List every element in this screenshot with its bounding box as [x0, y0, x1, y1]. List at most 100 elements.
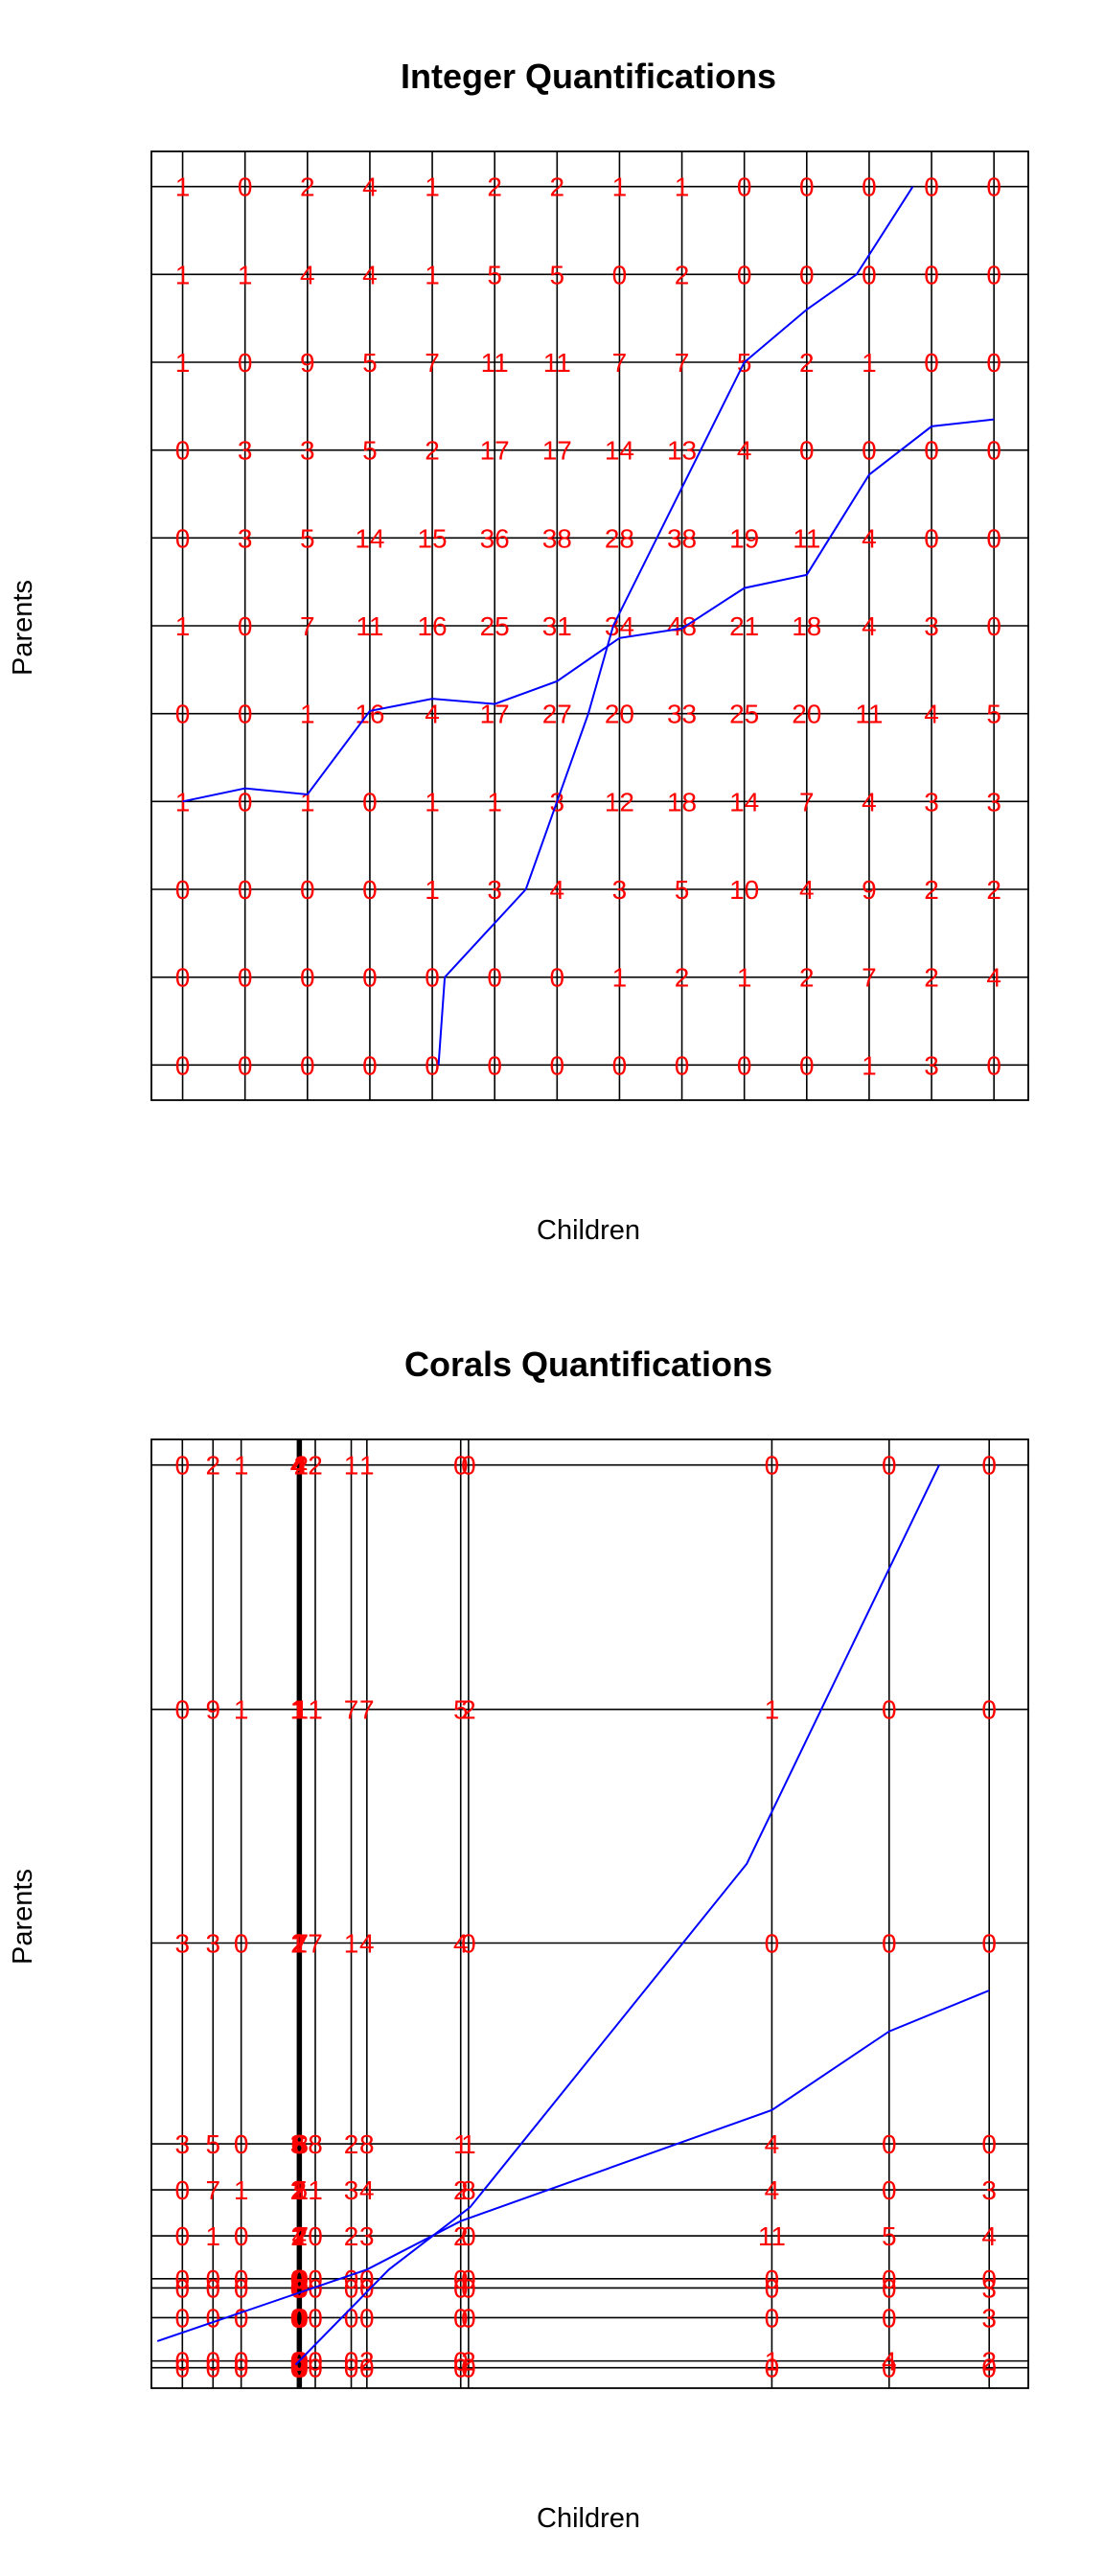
count-label: 3: [981, 2175, 997, 2205]
count-label: 0: [293, 2303, 309, 2333]
quantification-line-2: [437, 186, 914, 1066]
count-label: 4: [290, 1451, 306, 1481]
count-label: 11: [356, 611, 383, 641]
count-label: 16: [417, 611, 447, 641]
count-label: 0: [986, 1050, 1001, 1080]
panel-integer-quantifications: Integer Quantifications Parents Children…: [8, 57, 1029, 1246]
count-label: 0: [882, 2175, 897, 2205]
count-label: 0: [290, 2303, 306, 2333]
count-label: 0: [290, 2265, 306, 2294]
count-label: 0: [344, 2347, 359, 2377]
count-label: 0: [765, 2354, 780, 2383]
count-label: 1: [862, 348, 877, 378]
count-label: 0: [362, 963, 378, 993]
count-label: 6: [292, 2129, 308, 2159]
count-label: 3: [175, 2129, 191, 2159]
count-label: 0: [292, 2273, 308, 2303]
count-label: 19: [729, 523, 759, 553]
count-label: 0: [453, 2354, 469, 2383]
count-label: 0: [862, 436, 877, 466]
count-label: 2: [205, 1451, 220, 1481]
count-label: 2: [924, 875, 939, 905]
count-label: 31: [542, 611, 572, 641]
count-label: 7: [300, 611, 315, 641]
count-label: 0: [862, 172, 877, 202]
count-label: 0: [425, 963, 440, 993]
count-label: 0: [461, 2221, 476, 2251]
count-label: 0: [294, 2273, 310, 2303]
count-label: 38: [542, 523, 572, 553]
count-label: 0: [175, 2273, 191, 2303]
count-label: 0: [234, 2303, 249, 2333]
count-label: 1: [290, 1929, 306, 1959]
count-label: 0: [924, 348, 939, 378]
count-label: 9: [205, 1695, 220, 1725]
count-label: 0: [986, 260, 1001, 289]
count-label: 3: [205, 1929, 220, 1959]
count-label: 3: [238, 436, 253, 466]
y-axis-label: Parents: [8, 580, 38, 676]
count-label: 0: [291, 2273, 307, 2303]
count-label: 4: [293, 1451, 309, 1481]
count-label: 0: [294, 2354, 310, 2383]
count-label: 18: [667, 787, 697, 816]
count-label: 4: [882, 2347, 897, 2377]
count-label: 2: [453, 2175, 469, 2205]
count-label: 0: [362, 1050, 378, 1080]
count-label: 0: [986, 348, 1001, 378]
count-label: 0: [205, 2303, 220, 2333]
count-label: 0: [294, 2347, 310, 2377]
count-label: 1: [234, 1451, 249, 1481]
count-label: 0: [362, 787, 378, 816]
count-label: 2: [461, 1695, 476, 1725]
count-label: 0: [290, 2354, 306, 2383]
count-label: 1: [425, 260, 440, 289]
count-label: 0: [862, 260, 877, 289]
count-label: 1: [425, 787, 440, 816]
count-label: 0: [294, 2265, 310, 2294]
count-label: 36: [480, 523, 510, 553]
count-label: 0: [234, 1929, 249, 1959]
count-label: 6: [290, 2129, 306, 2159]
count-label: 0: [205, 2354, 220, 2383]
count-label: 14: [355, 523, 384, 553]
count-label: 0: [799, 260, 815, 289]
count-label: 0: [986, 172, 1001, 202]
gridlines: [151, 1439, 1028, 2388]
count-label: 0: [359, 2303, 375, 2333]
count-label: 7: [799, 787, 815, 816]
count-label: 0: [924, 260, 939, 289]
x-axis-label: Children: [537, 2503, 640, 2534]
count-label: 1: [234, 2175, 249, 2205]
count-label: 18: [792, 611, 821, 641]
count-label: 0: [882, 2273, 897, 2303]
count-label: 0: [175, 2265, 191, 2294]
count-label: 1: [765, 2347, 780, 2377]
count-label: 3: [981, 2303, 997, 2333]
count-label: 2: [292, 1929, 308, 1959]
count-label: 0: [882, 2354, 897, 2383]
count-label: 0: [882, 2129, 897, 2159]
count-label: 1: [487, 787, 502, 816]
count-label: 4: [453, 1929, 469, 1959]
count-label: 2: [290, 2175, 306, 2205]
count-label: 1: [175, 611, 191, 641]
count-label: 0: [344, 2273, 359, 2303]
count-label: 0: [175, 1050, 191, 1080]
count-label: 0: [238, 172, 253, 202]
count-label: 1: [292, 1695, 308, 1725]
count-label: 0: [981, 2129, 997, 2159]
count-label: 0: [234, 2354, 249, 2383]
count-label: 0: [344, 2354, 359, 2383]
count-label: 0: [550, 963, 565, 993]
count-label: 5: [550, 260, 565, 289]
count-label: 0: [238, 611, 253, 641]
count-label: 0: [612, 1050, 628, 1080]
count-label: 0: [344, 2265, 359, 2294]
count-label: 2: [291, 2175, 307, 2205]
count-label: 5: [293, 2175, 309, 2205]
x-axis-label: Children: [537, 1215, 640, 1246]
count-label: 2: [550, 172, 565, 202]
count-label: 17: [480, 436, 510, 466]
